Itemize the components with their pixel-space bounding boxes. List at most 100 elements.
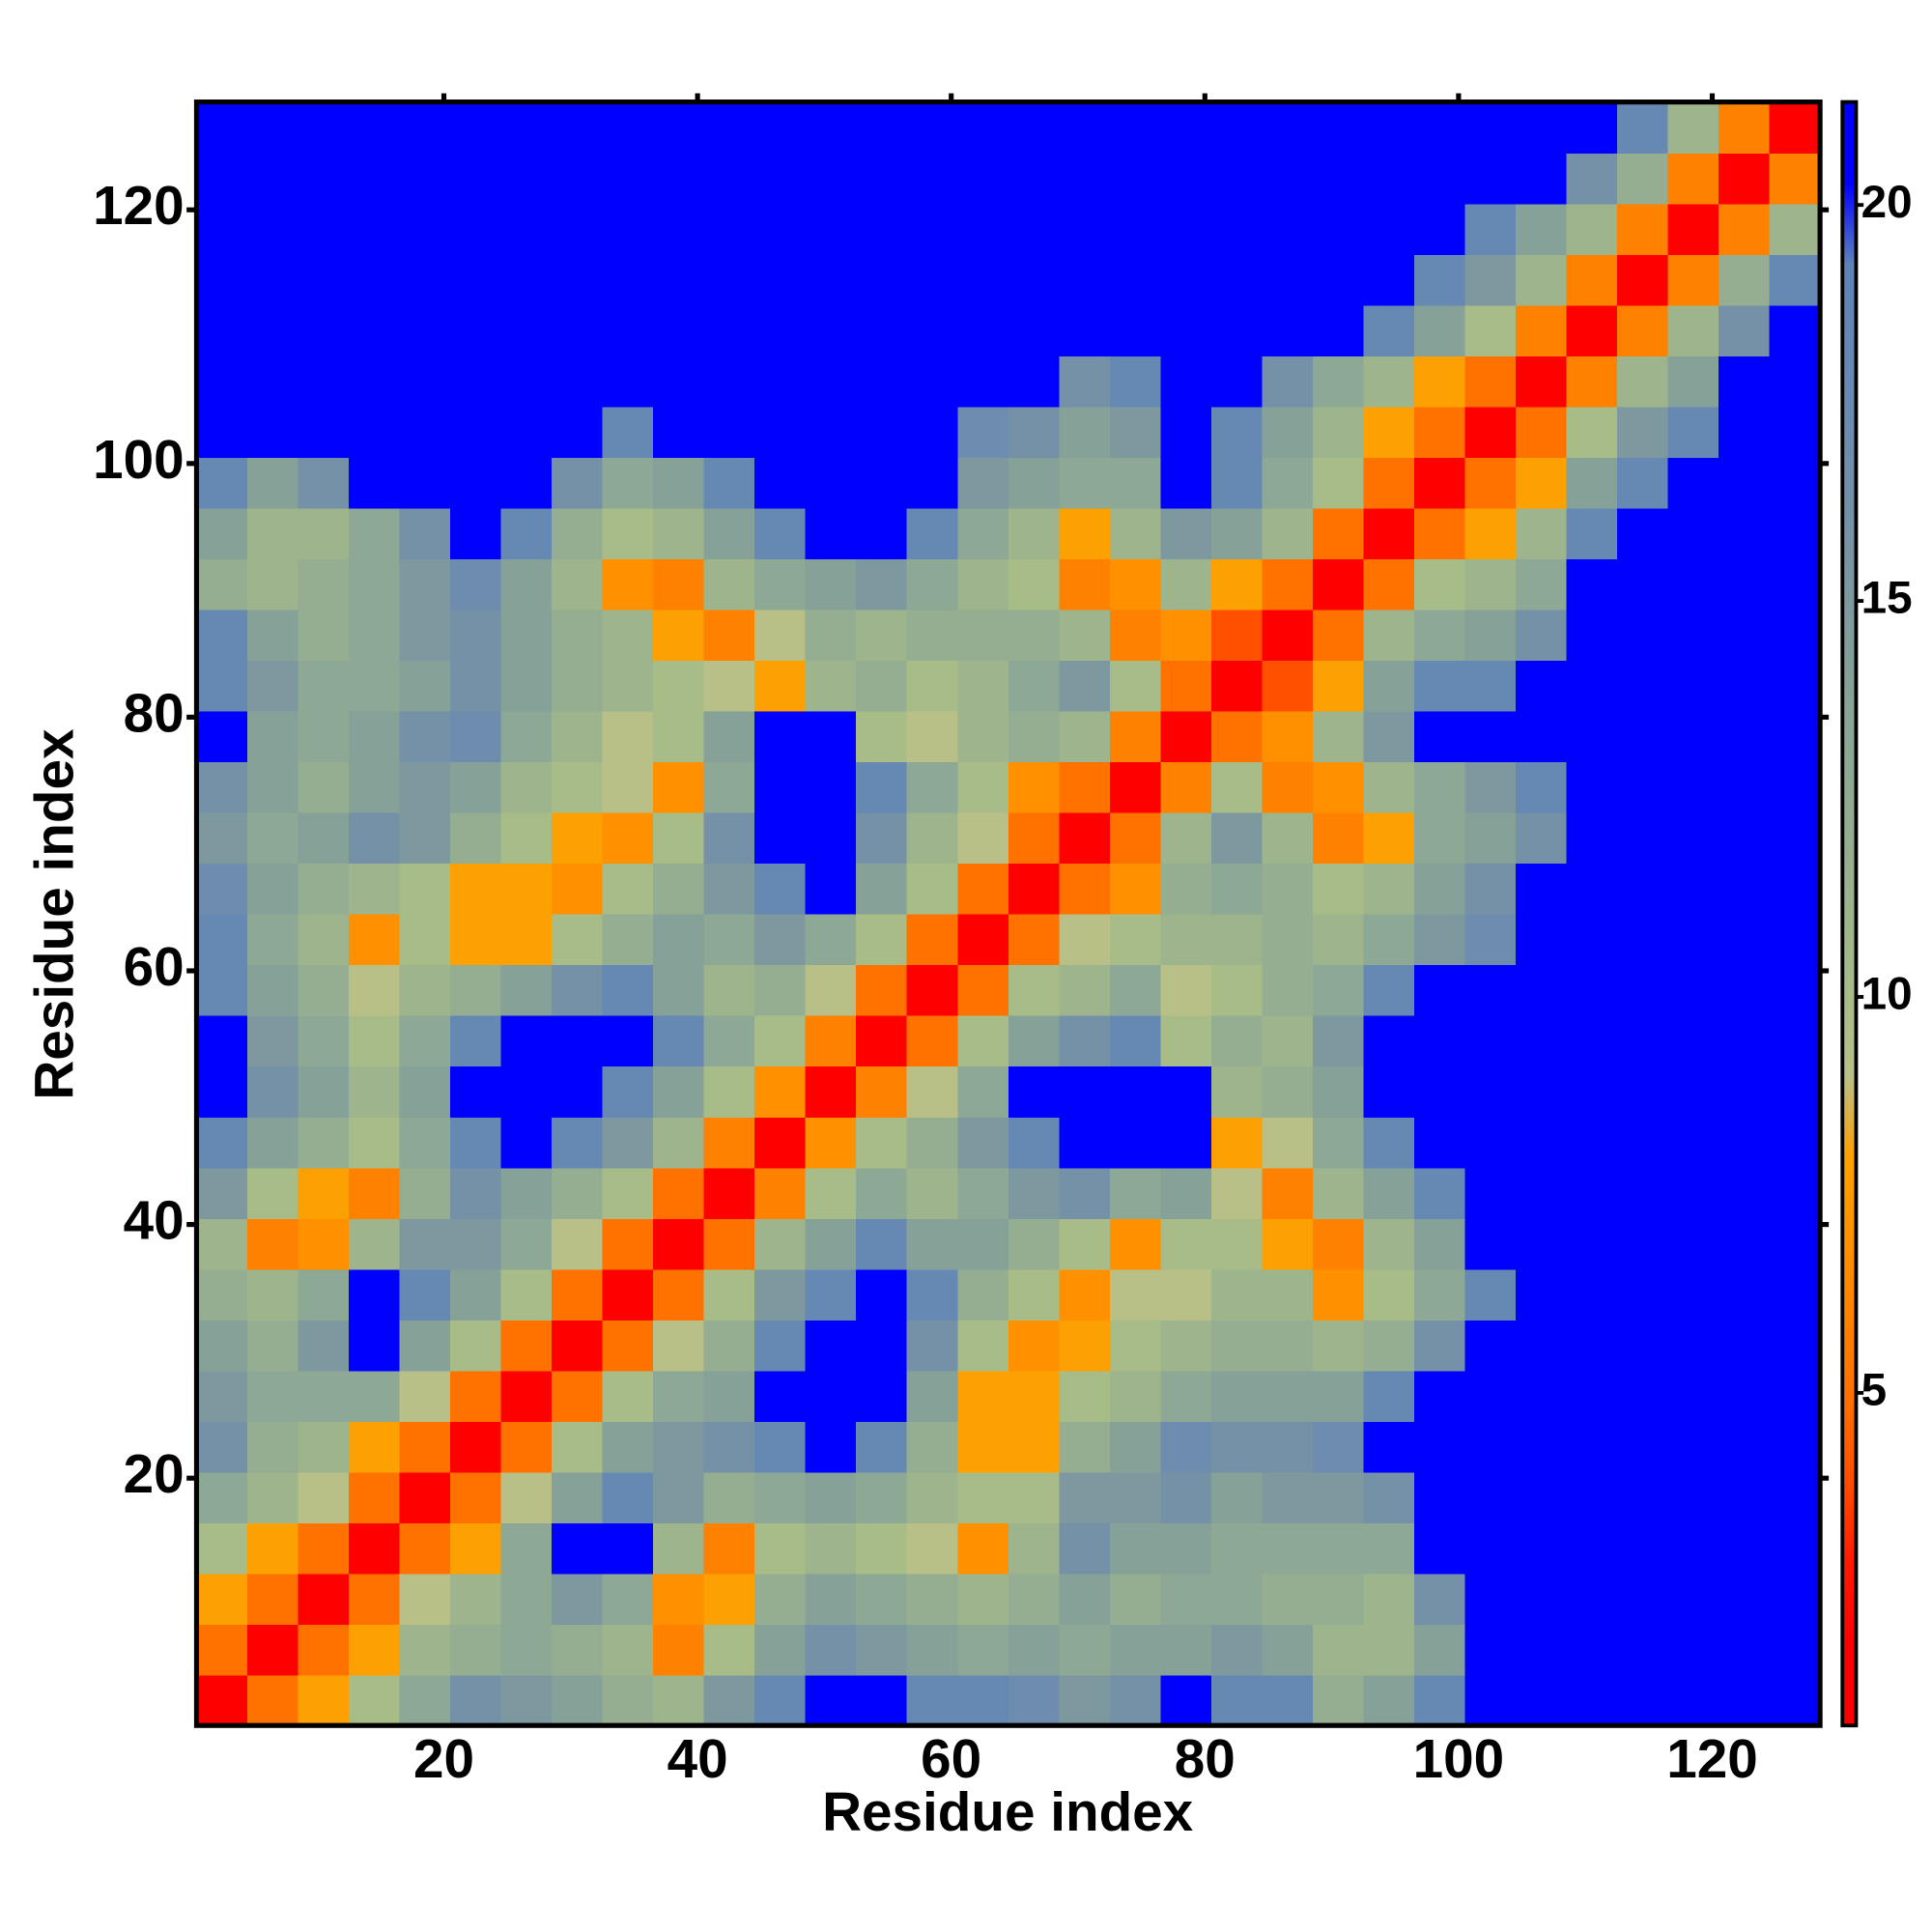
cell bbox=[399, 457, 451, 509]
cell bbox=[805, 1421, 858, 1473]
cell bbox=[1109, 203, 1162, 255]
cell bbox=[1160, 406, 1212, 459]
cell bbox=[246, 406, 299, 459]
cell bbox=[856, 660, 908, 712]
cell bbox=[1363, 507, 1415, 560]
cell bbox=[1312, 507, 1365, 560]
cell bbox=[552, 1167, 604, 1219]
cell bbox=[349, 355, 401, 408]
cell bbox=[1008, 964, 1061, 1016]
cell bbox=[1769, 1522, 1821, 1575]
cell bbox=[1769, 153, 1821, 205]
cell bbox=[1059, 964, 1111, 1016]
cell bbox=[349, 457, 401, 509]
cell bbox=[703, 1522, 755, 1575]
cell bbox=[1059, 203, 1111, 255]
cell bbox=[1464, 1218, 1517, 1270]
cell bbox=[1667, 1014, 1719, 1067]
cell bbox=[450, 1065, 502, 1118]
cell bbox=[957, 1624, 1009, 1676]
cell bbox=[246, 1167, 299, 1219]
cell bbox=[1719, 1624, 1771, 1676]
cell bbox=[552, 101, 604, 154]
cell bbox=[399, 1116, 451, 1169]
cell bbox=[703, 101, 755, 154]
cell bbox=[1008, 863, 1061, 915]
cell bbox=[1566, 811, 1618, 865]
cell bbox=[1617, 1014, 1669, 1067]
cell bbox=[602, 1522, 654, 1575]
cell bbox=[653, 1624, 705, 1676]
heatmap-cells bbox=[196, 101, 1821, 1726]
cell bbox=[1210, 203, 1264, 255]
cell bbox=[298, 1218, 350, 1270]
cell bbox=[298, 558, 350, 611]
cell bbox=[1210, 101, 1264, 154]
cell bbox=[754, 1674, 807, 1726]
cell bbox=[1160, 355, 1212, 408]
cell bbox=[298, 609, 350, 662]
cell bbox=[754, 101, 807, 154]
cell bbox=[552, 1421, 604, 1473]
cell bbox=[1363, 153, 1415, 205]
cell bbox=[805, 101, 858, 154]
cell bbox=[1667, 558, 1719, 611]
cell bbox=[653, 710, 705, 763]
cell bbox=[1667, 203, 1719, 255]
cell bbox=[1617, 761, 1669, 813]
cell bbox=[500, 1218, 553, 1270]
cell bbox=[298, 1573, 350, 1625]
cell bbox=[1769, 660, 1821, 712]
cell bbox=[298, 1065, 350, 1118]
cell bbox=[1719, 1522, 1771, 1575]
cell bbox=[1262, 1370, 1314, 1422]
cell bbox=[298, 1421, 350, 1473]
cell bbox=[1160, 1674, 1212, 1726]
cell bbox=[500, 1370, 553, 1422]
cell bbox=[1312, 1065, 1365, 1118]
cell bbox=[1719, 1370, 1771, 1422]
cell bbox=[298, 1116, 350, 1169]
cell bbox=[957, 1116, 1009, 1169]
cell bbox=[1210, 1471, 1264, 1523]
cell bbox=[754, 964, 807, 1016]
cell bbox=[399, 203, 451, 255]
cell bbox=[856, 1522, 908, 1575]
cell bbox=[1312, 811, 1365, 865]
cell bbox=[500, 1268, 553, 1321]
cell bbox=[500, 811, 553, 865]
cell bbox=[1262, 203, 1314, 255]
cell bbox=[1059, 1320, 1111, 1372]
cell bbox=[196, 1522, 248, 1575]
cell bbox=[1617, 811, 1669, 865]
cell bbox=[1566, 660, 1618, 712]
cell bbox=[450, 558, 502, 611]
cell bbox=[754, 1370, 807, 1422]
cell bbox=[602, 710, 654, 763]
cell bbox=[399, 1471, 451, 1523]
cell bbox=[450, 101, 502, 154]
cell bbox=[1413, 101, 1466, 154]
cell bbox=[349, 1014, 401, 1067]
cell bbox=[196, 710, 248, 763]
cell bbox=[957, 1421, 1009, 1473]
cell bbox=[399, 863, 451, 915]
cell bbox=[957, 761, 1009, 813]
cell bbox=[349, 203, 401, 255]
cell bbox=[1617, 1471, 1669, 1523]
cell bbox=[602, 457, 654, 509]
cell bbox=[450, 761, 502, 813]
cell bbox=[1160, 1522, 1212, 1575]
cell bbox=[1413, 507, 1466, 560]
cell bbox=[805, 1573, 858, 1625]
cell bbox=[1008, 761, 1061, 813]
cell bbox=[1617, 1674, 1669, 1726]
cell bbox=[1515, 1522, 1568, 1575]
cell bbox=[1719, 1268, 1771, 1321]
cell bbox=[1008, 1167, 1061, 1219]
cell bbox=[1413, 1370, 1466, 1422]
cell bbox=[1160, 558, 1212, 611]
cell bbox=[1464, 101, 1517, 154]
cell bbox=[1008, 304, 1061, 356]
cell bbox=[399, 1421, 451, 1473]
